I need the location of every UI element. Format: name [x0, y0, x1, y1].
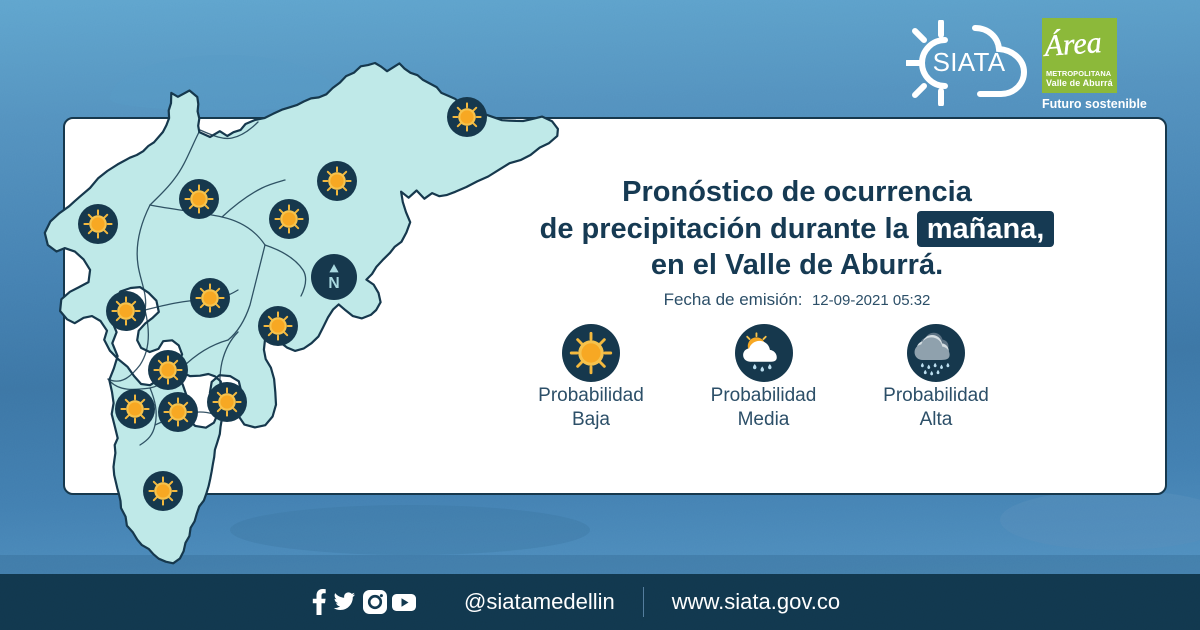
svg-text:Área: Área [1042, 26, 1103, 63]
svg-text:SIATA: SIATA [933, 47, 1006, 77]
